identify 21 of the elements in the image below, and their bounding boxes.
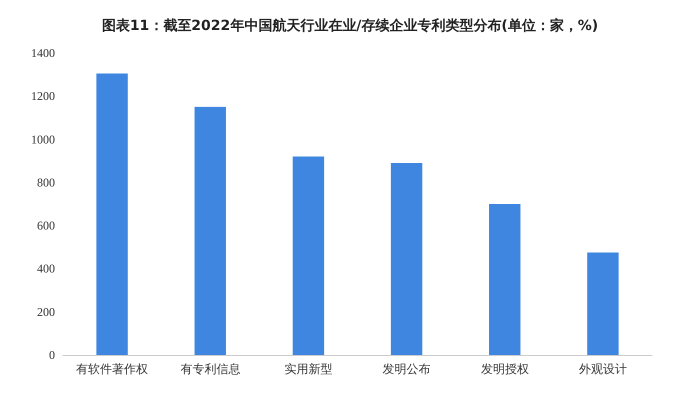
bar <box>489 204 520 355</box>
y-tick-label: 600 <box>37 218 55 233</box>
x-tick-label: 发明授权 <box>480 362 529 376</box>
x-tick-label: 发明公布 <box>382 362 431 376</box>
y-tick-label: 1000 <box>31 132 55 146</box>
bar <box>390 163 422 355</box>
bar <box>96 73 128 355</box>
chart-title: 图表11：截至2022年中国航天行业在业/存续企业专利类型分布(单位：家，%) <box>102 17 598 34</box>
x-tick-label: 有软件著作权 <box>76 362 148 376</box>
y-tick-label: 400 <box>37 262 55 276</box>
y-tick-label: 0 <box>49 348 55 362</box>
x-tick-label: 外观设计 <box>578 362 627 376</box>
x-tick-label: 有专利信息 <box>180 362 240 376</box>
y-tick-label: 1400 <box>31 46 55 60</box>
bar <box>194 106 226 355</box>
bar <box>587 252 619 355</box>
x-tick-label: 实用新型 <box>284 362 332 376</box>
y-tick-label: 200 <box>37 304 55 319</box>
y-tick-label: 1200 <box>31 89 55 104</box>
bar <box>292 156 324 355</box>
y-tick-label: 800 <box>37 175 55 190</box>
